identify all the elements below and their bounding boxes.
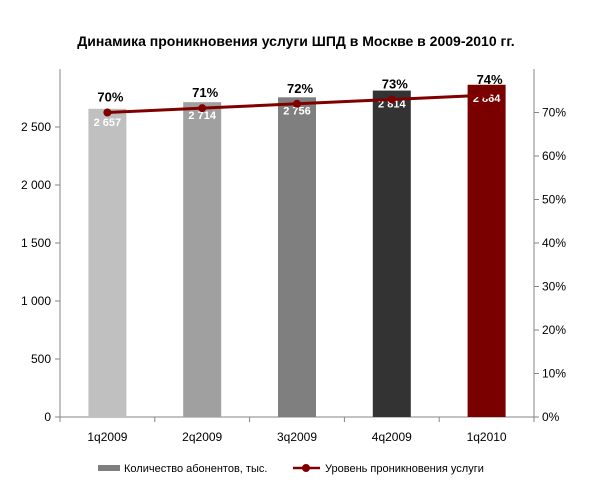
legend-marker-line [302, 464, 310, 472]
line-data-label: 73% [382, 76, 408, 91]
plot-area: 0 500 1 000 1 500 2 000 2 500 0% 10% 20% 30% 40% 50… [21, 69, 566, 444]
bar [88, 108, 127, 418]
line-data-label: 72% [287, 81, 313, 96]
y-left-tick-label: 2 000 [21, 178, 51, 192]
y-left-tick-label: 1 500 [21, 236, 51, 250]
x-tick-label: 2q2009 [182, 430, 222, 444]
x-tick-label: 4q2009 [372, 430, 412, 444]
x-tick-label: 1q2010 [467, 430, 507, 444]
line-data-label: 70% [97, 90, 123, 105]
y-right-tick-label: 60% [542, 149, 566, 163]
legend-label-line: Уровень проникновения услуги [325, 463, 484, 475]
y-right-tick-label: 40% [542, 236, 566, 250]
line-point [482, 91, 491, 100]
y-right-tick-label: 30% [542, 280, 566, 294]
bar-data-label: 2 814 [378, 99, 406, 111]
bar [183, 102, 222, 418]
y-right-tick-label: 10% [542, 367, 566, 381]
bar [278, 97, 316, 417]
line-point [103, 108, 112, 117]
bar [372, 90, 411, 418]
x-tick-label: 3q2009 [277, 430, 317, 444]
y-right-tick-label: 70% [542, 106, 566, 120]
y-left-tick-label: 0 [44, 410, 51, 424]
line-point [198, 104, 207, 113]
x-tick-label: 1q2009 [87, 430, 127, 444]
bar-data-label: 2 657 [94, 117, 122, 129]
line-data-label: 74% [477, 72, 503, 87]
y-right-tick-label: 20% [542, 323, 566, 337]
bar-data-label: 2 714 [188, 110, 216, 122]
line-point [293, 99, 301, 108]
legend-label-bars: Количество абонентов, тыс. [124, 463, 267, 475]
y-right-tick-label: 50% [542, 193, 566, 207]
legend: Количество абонентов, тыс. Уровень прони… [98, 463, 484, 475]
line-data-label: 71% [192, 85, 218, 100]
y-left-tick-label: 1 000 [21, 294, 51, 308]
bar-data-label: 2 756 [283, 105, 311, 117]
bar [467, 84, 506, 417]
line-point [387, 95, 396, 104]
legend-swatch-bars [98, 465, 120, 471]
chart-title: Динамика проникновения услуги ШПД в Моск… [77, 33, 514, 49]
y-right-tick-label: 0% [542, 410, 560, 424]
y-left-tick-label: 2 500 [21, 120, 51, 134]
y-left-tick-label: 500 [31, 352, 51, 366]
